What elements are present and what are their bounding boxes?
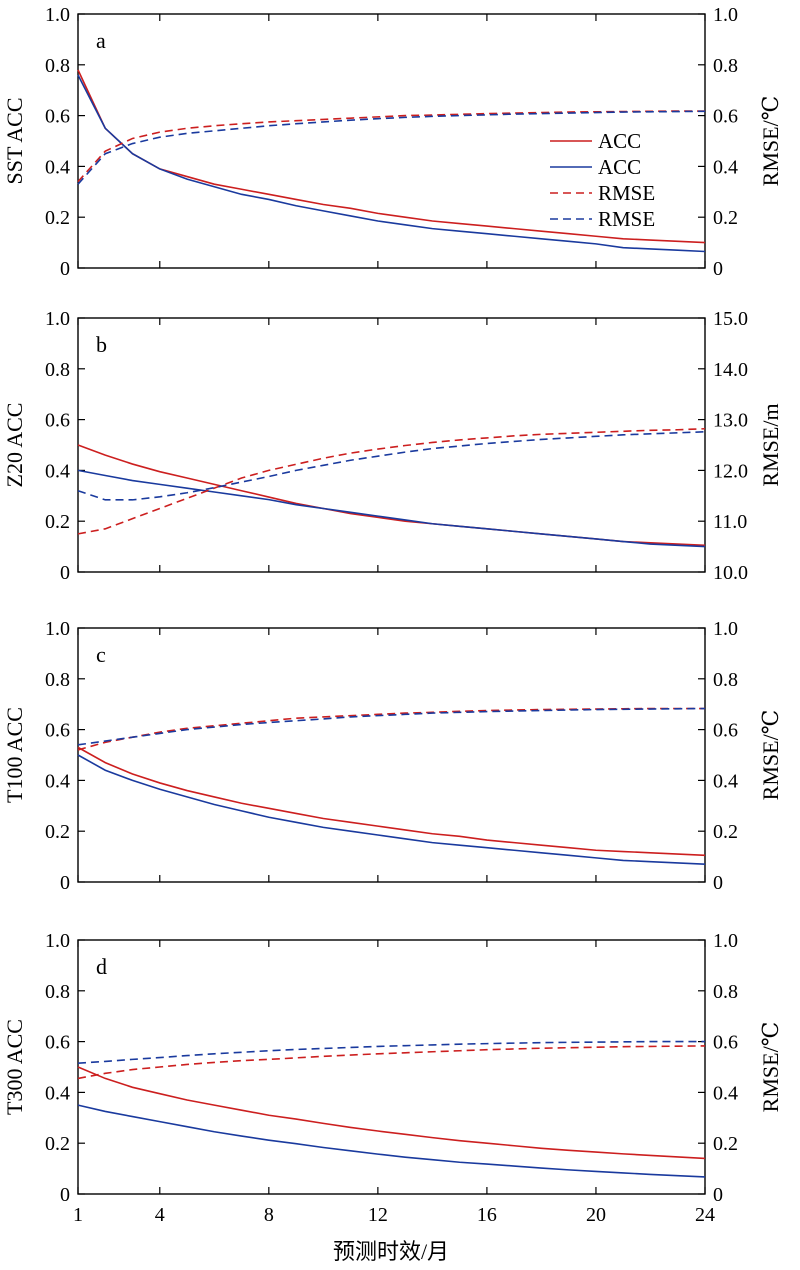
series-line-blue-rmse [77, 110, 706, 185]
y-tick-label: 0.6 [45, 410, 70, 432]
y-axis-title: SST ACC [2, 97, 27, 184]
x-tick-label: 12 [368, 1204, 388, 1226]
series-line-blue-acc [77, 754, 706, 866]
y-tick-label: 0.8 [45, 981, 70, 1003]
y-tick-label: 0.2 [45, 511, 70, 533]
series-line-blue-acc [77, 74, 706, 253]
y2-tick-label: 0.8 [713, 669, 738, 691]
y2-tick-label: 0.4 [713, 156, 738, 178]
y-axis-title: T100 ACC [2, 707, 27, 803]
y-tick-label: 0.2 [45, 1133, 70, 1155]
y2-tick-label: 0 [713, 258, 723, 280]
panel-letter: b [96, 332, 107, 357]
x-tick-label: 16 [477, 1204, 497, 1226]
y2-tick-label: 14.0 [713, 359, 748, 381]
legend-label: RMSE [598, 181, 655, 205]
y-tick-label: 0 [60, 1184, 70, 1206]
y2-tick-label: 0 [713, 872, 723, 894]
y2-tick-label: 1.0 [713, 618, 738, 640]
series-line-blue-rmse [77, 1040, 705, 1064]
y2-tick-label: 0.6 [713, 106, 738, 128]
legend-label: ACC [598, 129, 641, 153]
y-tick-label: 0 [60, 562, 70, 584]
y-tick-label: 0.4 [45, 460, 70, 482]
y-axis-title: Z20 ACC [2, 403, 27, 488]
y-tick-label: 1.0 [45, 4, 70, 26]
y2-tick-label: 15.0 [713, 308, 748, 330]
series-line-blue-acc [77, 1104, 706, 1178]
series-line-red-acc [77, 69, 706, 244]
y-tick-label: 0.6 [45, 720, 70, 742]
y-tick-label: 0.2 [45, 207, 70, 229]
y-tick-label: 0.8 [45, 55, 70, 77]
y-tick-label: 0.4 [45, 156, 70, 178]
panel-letter: a [96, 28, 106, 53]
y-tick-label: 0.8 [45, 359, 70, 381]
y-tick-label: 0.2 [45, 821, 70, 843]
y-tick-label: 1.0 [45, 308, 70, 330]
y2-tick-label: 11.0 [713, 511, 747, 533]
y2-tick-label: 0.6 [713, 1032, 738, 1054]
x-tick-label: 1 [73, 1204, 83, 1226]
y2-tick-label: 0.2 [713, 207, 738, 229]
series-line-blue-rmse [77, 707, 706, 746]
y2-tick-label: 13.0 [713, 410, 748, 432]
series-line-red-rmse [77, 1045, 706, 1080]
y2-tick-label: 1.0 [713, 4, 738, 26]
y2-tick-label: 10.0 [713, 562, 748, 584]
y-tick-label: 1.0 [45, 618, 70, 640]
y2-tick-label: 0.8 [713, 981, 738, 1003]
y-tick-label: 0.6 [45, 1032, 70, 1054]
panel-b: 0 0.2 0.4 0.6 0.8 1.0 10.0 11.0 12.0 13.0 14.0 15.0… [2, 308, 783, 584]
x-tick-label: 20 [586, 1204, 606, 1226]
plot-frame [77, 317, 706, 573]
plot-frame [77, 627, 706, 883]
series-line-red-acc [77, 1066, 706, 1160]
y2-tick-label: 0.8 [713, 55, 738, 77]
y2-tick-label: 1.0 [713, 930, 738, 952]
y-tick-label: 0.4 [45, 1082, 70, 1104]
legend-label: RMSE [598, 207, 655, 231]
x-tick-label: 4 [155, 1204, 165, 1226]
y2-tick-label: 0.2 [713, 1133, 738, 1155]
panel-letter: d [96, 954, 107, 979]
series-line-red-acc [77, 746, 706, 857]
y2-tick-label: 0.4 [713, 770, 738, 792]
y2-tick-label: 0.4 [713, 1082, 738, 1104]
x-tick-label: 8 [264, 1204, 274, 1226]
panel-d: 0 0.2 0.4 0.6 0.8 1.0 0 0.2 0.4 0.6 0.8 1.0 1 4 8 12 16 2… [2, 930, 783, 1226]
x-tick-label: 24 [695, 1204, 715, 1226]
series-line-blue-acc [77, 469, 706, 548]
y2-axis-title: RMSE/m [758, 403, 783, 486]
y-tick-label: 0.4 [45, 770, 70, 792]
y2-axis-title: RMSE/℃ [758, 710, 783, 801]
panel-c: 0 0.2 0.4 0.6 0.8 1.0 0 0.2 0.4 0.6 0.8 1.0 T100 ACC… [2, 618, 783, 894]
y-tick-label: 0 [60, 872, 70, 894]
y-tick-label: 0.8 [45, 669, 70, 691]
y2-axis-title: RMSE/℃ [758, 1022, 783, 1113]
y2-tick-label: 0 [713, 1184, 723, 1206]
y2-axis-title: RMSE/℃ [758, 96, 783, 187]
plot-frame [77, 13, 706, 269]
y-tick-label: 0 [60, 258, 70, 280]
y-tick-label: 1.0 [45, 930, 70, 952]
series-line-blue-rmse [77, 430, 706, 501]
y2-tick-label: 0.6 [713, 720, 738, 742]
y-axis-title: T300 ACC [2, 1019, 27, 1115]
series-line-red-rmse [77, 427, 706, 535]
panel-letter: c [96, 642, 106, 667]
panel-a: 0 0.2 0.4 0.6 0.8 1.0 0 0.2 0.4 0.6 0.8 1.0 SST ACC R… [2, 4, 783, 280]
x-axis-title: 预测时效/月 [333, 1239, 449, 1264]
legend-label: ACC [598, 155, 641, 179]
y-tick-label: 0.6 [45, 106, 70, 128]
y2-tick-label: 0.2 [713, 821, 738, 843]
y2-tick-label: 12.0 [713, 460, 748, 482]
